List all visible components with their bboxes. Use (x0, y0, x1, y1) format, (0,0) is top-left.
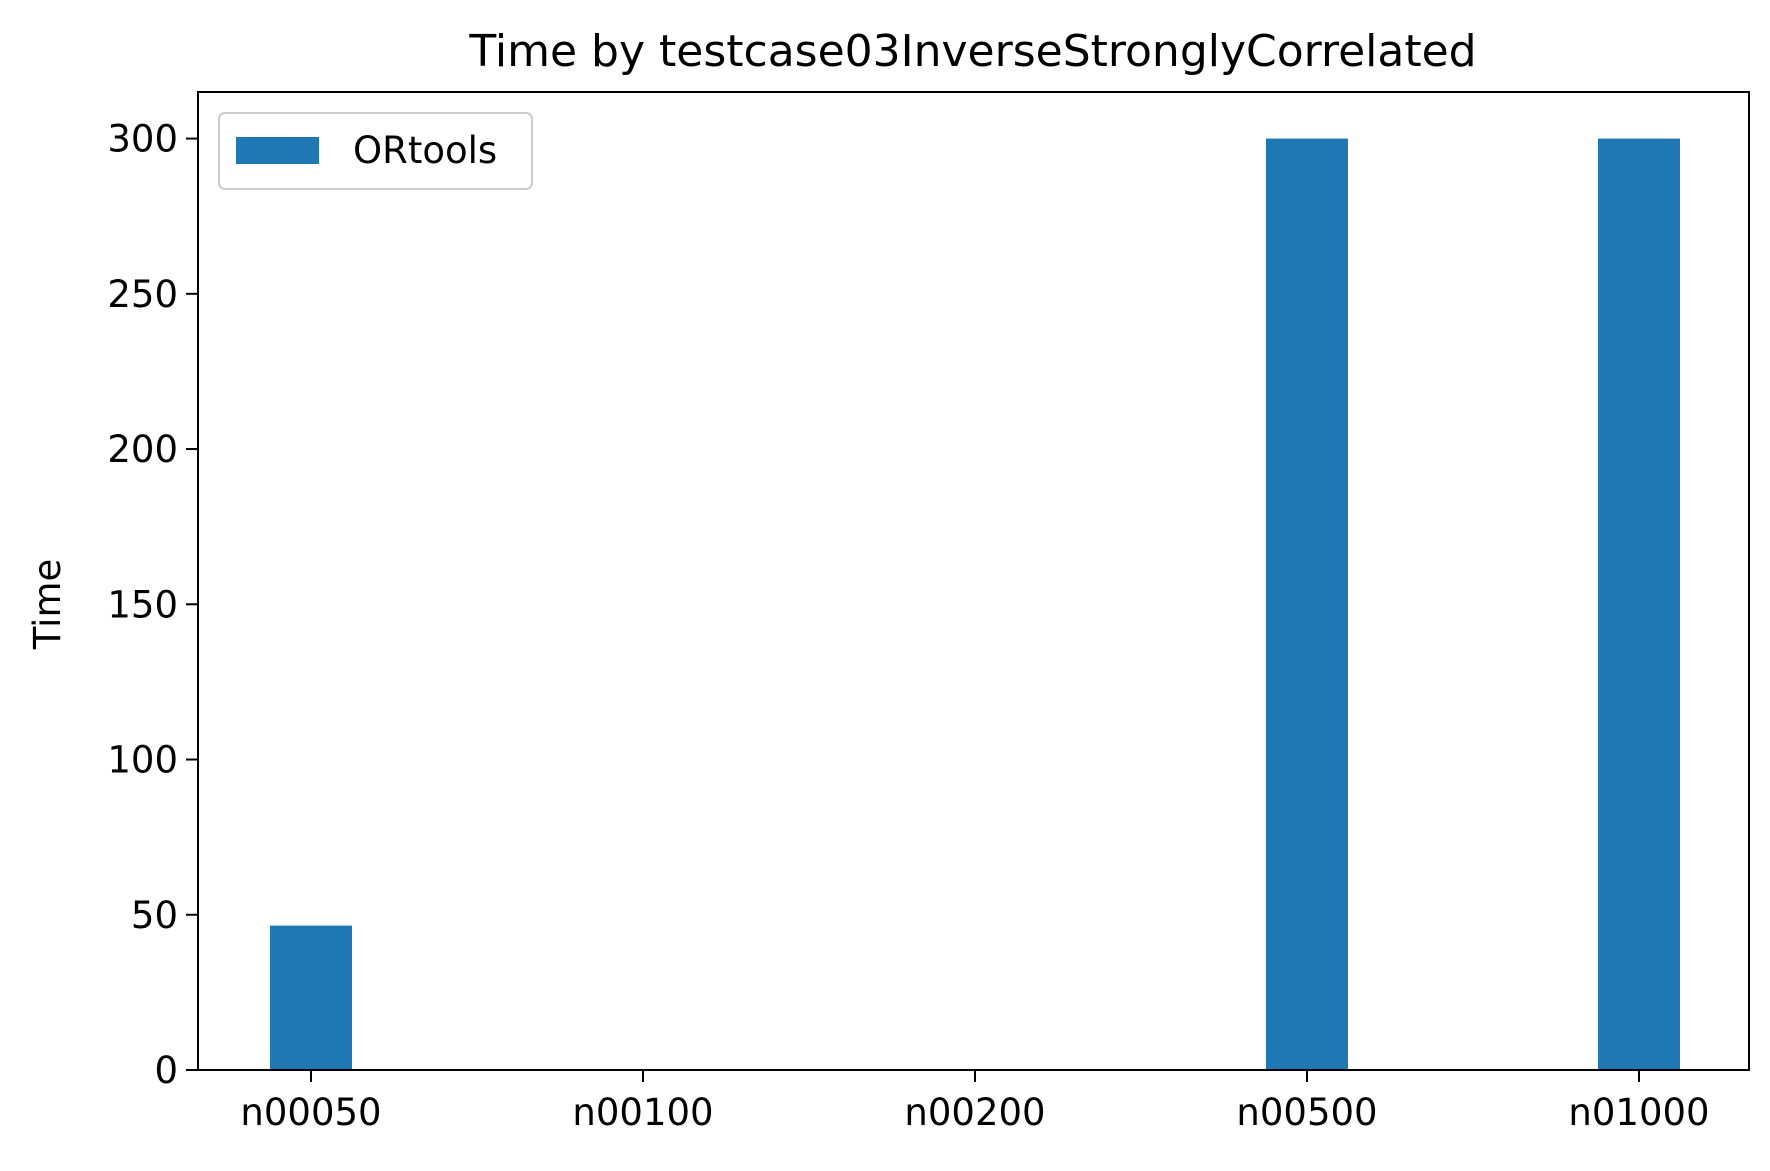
x-tick-label-n00500: n00500 (1236, 1091, 1377, 1134)
legend-label-ortools: ORtools (353, 129, 497, 172)
x-axis-ticks: n00050 n00100 n00200 n00500 n01000 (240, 1070, 1710, 1134)
bar-n01000 (1598, 138, 1680, 1071)
x-tick-label-n01000: n01000 (1568, 1091, 1709, 1134)
y-tick-label: 250 (107, 273, 178, 316)
y-tick-label: 300 (107, 118, 178, 161)
plot-area-frame (197, 91, 1750, 1071)
bar-series (270, 138, 1680, 1071)
x-tick-label-n00050: n00050 (240, 1091, 381, 1134)
y-tick-label: 200 (107, 428, 178, 471)
y-axis-ticks: 0 50 100 150 200 250 300 (107, 118, 198, 1092)
y-axis-label: Time (26, 559, 69, 651)
legend: ORtools (218, 112, 533, 190)
legend-swatch-ortools (236, 137, 319, 164)
chart-title: Time by testcase03InverseStronglyCorrela… (468, 26, 1476, 77)
bar-n00050 (270, 925, 352, 1070)
y-tick-label: 0 (154, 1049, 178, 1092)
legend-box (218, 112, 533, 190)
bar-n00500 (1266, 138, 1348, 1071)
y-tick-label: 150 (107, 583, 178, 626)
x-tick-label-n00100: n00100 (572, 1091, 713, 1134)
y-tick-label: 100 (107, 739, 178, 782)
x-tick-label-n00200: n00200 (904, 1091, 1045, 1134)
y-tick-label: 50 (131, 894, 178, 937)
